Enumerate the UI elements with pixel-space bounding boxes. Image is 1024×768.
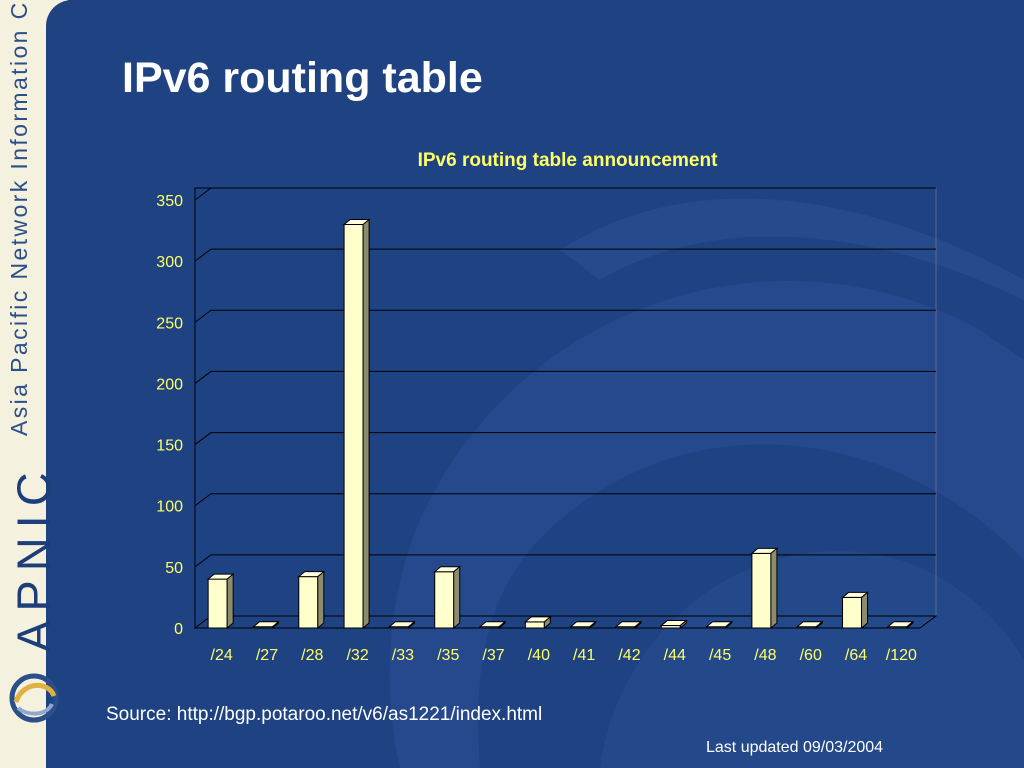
bar-slash-33 [388,620,416,630]
bar-face [751,552,772,629]
y-tick-label: 150 [156,438,183,455]
y-tick-label: 50 [165,560,183,577]
bars [206,218,915,630]
y-tick-label: 200 [156,376,183,393]
x-tick-label: /35 [437,647,459,664]
bar-slash-64 [841,591,869,630]
bar-side [317,570,325,630]
bar-side [906,620,914,630]
bar-slash-42 [614,620,643,630]
y-axis-line [194,187,211,628]
bar-side [679,619,687,630]
x-tick-label: /41 [573,647,595,664]
y-tick-label: 100 [156,499,183,516]
bar-side [589,620,597,630]
bar-face [298,576,319,629]
bar-side [453,565,461,630]
gridlines [194,187,936,568]
bar-side [861,591,869,630]
x-tick-label: /40 [528,647,550,664]
x-tick-label: /27 [256,647,278,664]
bar-slash-32 [342,218,371,630]
x-tick-label: /33 [392,647,414,664]
bar-slash-48 [750,547,779,630]
x-tick-label: /42 [618,647,640,664]
y-tick-label: 300 [156,254,183,271]
y-tick-label: 0 [174,621,183,638]
bar-face [434,571,455,629]
x-tick-label: /44 [664,647,686,664]
gridline-side [194,187,212,201]
x-tick-label: /28 [301,647,323,664]
x-tick-label: /45 [709,647,731,664]
y-axis-ticks: 0 50 100 150 200 250 300 350 [156,193,183,638]
gridline-side [194,248,212,262]
chart-title: IPv6 routing table announcement [417,150,718,171]
bar-face [207,578,228,629]
gridline-side [194,371,212,384]
bar-side [271,620,279,630]
slide-title: IPv6 routing table [122,54,483,102]
x-tick-label: /24 [211,647,233,664]
bar-side [770,547,778,630]
bar-slash-60 [795,620,824,630]
bar-slash-24 [206,573,235,630]
bar-slash-41 [569,620,598,630]
gridline-side [194,554,212,568]
bar-slash-35 [433,565,462,630]
x-tick-label: /32 [346,647,368,664]
bar-slash-27 [252,620,280,630]
y-tick-label: 350 [156,193,183,210]
gridline-side [194,309,212,323]
plot-frame [193,187,938,629]
x-tick-label: /60 [800,647,822,664]
bar-side [226,573,234,630]
x-axis-ticks: /24/27/28/32/33/35/37/40/41/42/44/45/48 /… [211,647,917,664]
bar-side [725,620,733,630]
bar-slash-45 [705,620,733,630]
bar-slash-40 [523,615,552,630]
back-wall-edge [211,187,937,616]
bar-side [543,615,551,630]
gridline-side [194,493,212,507]
bar-side [815,620,823,630]
x-tick-label: /37 [482,647,504,664]
bar-side [634,620,642,630]
bar-side [498,620,506,630]
bar-slash-28 [297,570,326,630]
x-tick-label: /64 [845,647,867,664]
apnic-swirl-icon [9,673,59,723]
bar-slash-44 [659,619,688,630]
gridline-side [194,432,212,445]
bar-face [343,223,364,629]
source-note: Source: http://bgp.potaroo.net/v6/as1221… [106,704,543,725]
bar-face [842,596,863,629]
bar-face [524,621,545,629]
bar-slash-37 [478,620,507,630]
y-tick-label: 250 [156,315,183,332]
bar-side [362,218,370,630]
last-updated: Last updated 09/03/2004 [706,739,884,756]
x-tick-label: /48 [754,647,776,664]
x-tick-label: /120 [886,647,917,664]
bar-side [407,620,415,630]
bar-slash-120 [886,620,915,630]
